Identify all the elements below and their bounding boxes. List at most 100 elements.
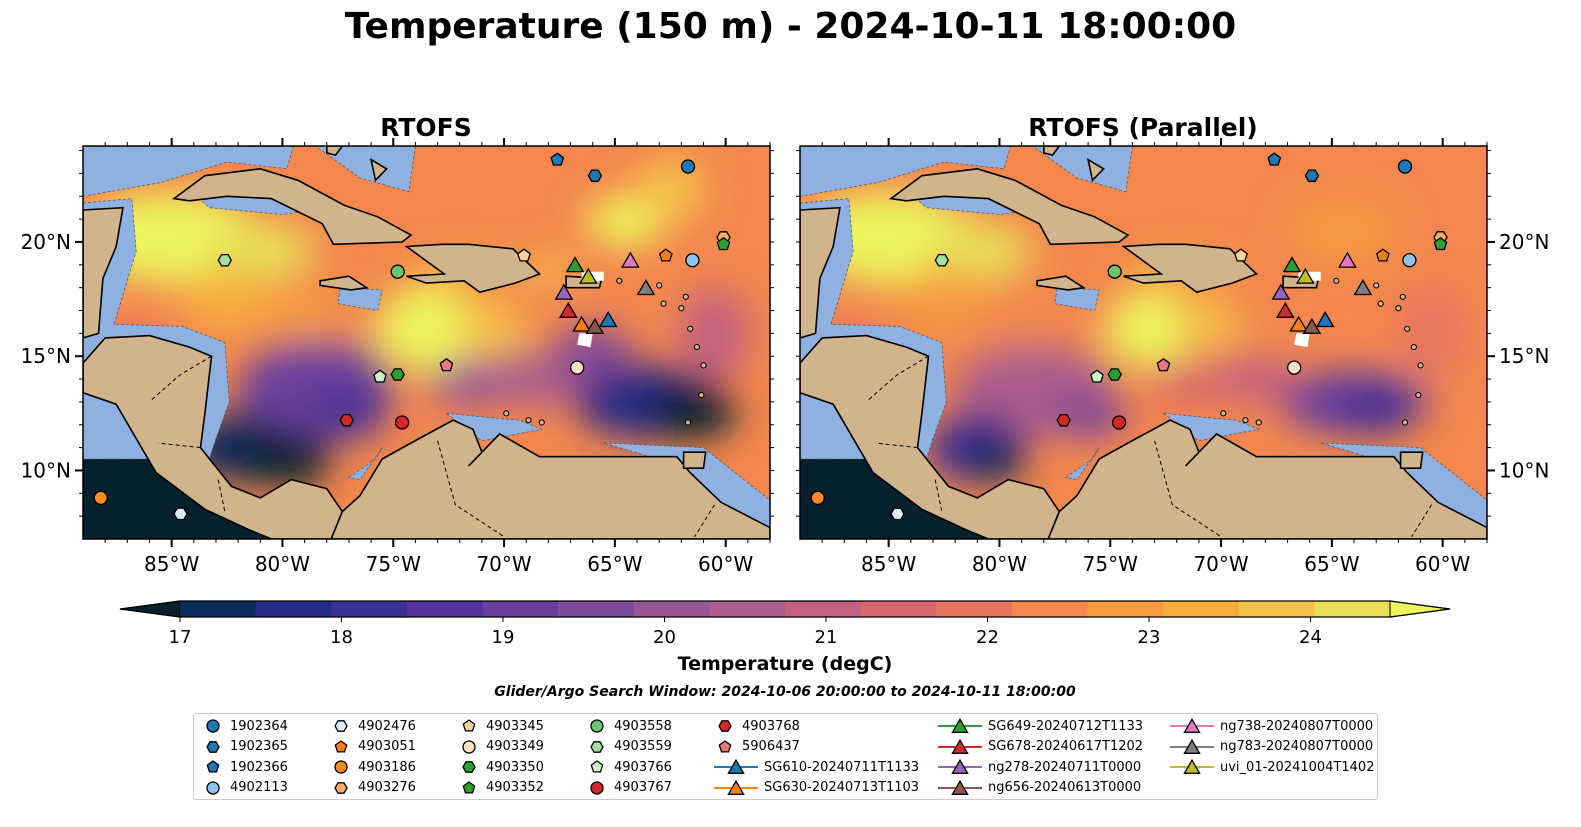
argo-float-marker xyxy=(1287,360,1302,375)
legend-item: 4903276 xyxy=(330,779,416,799)
legend-glider-icon xyxy=(727,758,745,774)
argo-float-marker xyxy=(1156,357,1171,372)
figure-title: Temperature (150 m) - 2024-10-11 18:00:0… xyxy=(344,6,1237,47)
lat-tick-label: 15°N xyxy=(1499,344,1549,368)
lon-tick-label: 60°W xyxy=(698,552,753,576)
legend-item: 4903051 xyxy=(330,738,416,758)
legend-marker-icon xyxy=(206,719,220,733)
legend-item: 4903352 xyxy=(458,779,544,799)
lat-tick-label: 15°N xyxy=(21,344,71,368)
colorbar-bin xyxy=(180,601,257,617)
map-axes-right: 85°W 80°W 75°W 70°W 65°W 60°W 20°N 15°N 10°N xyxy=(796,138,1549,576)
legend-marker-icon xyxy=(1170,758,1214,774)
legend-float-icon xyxy=(462,739,476,754)
legend-marker-icon xyxy=(206,760,220,773)
legend-float-icon xyxy=(590,719,604,733)
legend-marker-icon xyxy=(718,720,732,732)
legend-item-label: 1902364 xyxy=(230,718,288,734)
colorbar-tick-label: 23 xyxy=(1138,627,1161,648)
legend-item-label: 4902476 xyxy=(358,718,416,734)
lat-tick-label: 20°N xyxy=(1499,230,1549,254)
legend-glider-icon xyxy=(951,779,969,795)
colorbar-bin xyxy=(558,601,635,617)
argo-float-marker xyxy=(570,360,585,375)
lon-tick-label: 65°W xyxy=(587,552,642,576)
legend-glider-icon xyxy=(1183,758,1201,774)
lon-tick-label: 70°W xyxy=(1193,552,1248,576)
legend-marker-icon xyxy=(938,758,982,774)
argo-float-marker xyxy=(658,248,673,262)
legend-item-label: SG678-20240617T1202 xyxy=(988,739,1144,754)
map-panel-rtofs xyxy=(83,146,770,539)
argo-float-marker xyxy=(390,264,405,279)
lat-tick-label: 10°N xyxy=(1499,458,1549,482)
legend-item: 1902364 xyxy=(202,717,288,737)
argo-float-marker xyxy=(1433,237,1448,251)
legend-item: 5906437 xyxy=(714,738,800,758)
legend-item: ng656-20240613T0000 xyxy=(938,779,1141,799)
glider-marker xyxy=(558,301,578,318)
legend-marker-icon xyxy=(938,738,982,754)
legend-item: 1902366 xyxy=(202,758,288,778)
argo-float-marker xyxy=(587,169,603,182)
argo-float-marker xyxy=(1304,169,1320,182)
legend-float-icon xyxy=(462,719,476,732)
observation-markers-right xyxy=(810,152,1448,521)
legend-glider-icon xyxy=(951,758,969,774)
glider-marker xyxy=(621,251,640,268)
legend-marker-icon xyxy=(590,780,604,795)
colorbar: 17 18 19 20 21 22 23 24 xyxy=(119,600,1451,648)
legend-marker-icon xyxy=(590,740,604,753)
colorbar-bin xyxy=(936,601,1013,617)
argo-float-marker xyxy=(373,369,387,383)
legend-float-icon xyxy=(334,739,348,753)
legend-item: 4903559 xyxy=(586,738,672,758)
legend-item: 4903767 xyxy=(586,779,672,799)
legend-item-label: 4903276 xyxy=(358,780,416,795)
legend-marker-icon xyxy=(334,739,348,753)
argo-float-marker xyxy=(173,507,188,521)
lon-tick-label: 85°W xyxy=(144,552,199,576)
colorbar-bin xyxy=(331,601,408,617)
legend-marker-icon xyxy=(206,740,220,753)
lon-tick-label: 80°W xyxy=(972,552,1027,576)
legend-item: 4903766 xyxy=(586,758,672,778)
argo-float-marker xyxy=(810,490,825,506)
legend-item: SG649-20240712T1133 xyxy=(938,717,1143,737)
colorbar-bin xyxy=(1314,601,1391,617)
lon-tick-label: 65°W xyxy=(1304,552,1359,576)
legend-item-label: 4902113 xyxy=(230,780,288,795)
map-figure: 85°W 80°W 75°W 70°W 65°W 60°W 20°N 15°N 10°N 85°… xyxy=(21,138,1549,576)
argo-float-marker xyxy=(1056,413,1071,427)
colorbar-bin xyxy=(1238,601,1315,617)
legend-item-label: 4903349 xyxy=(486,739,544,754)
argo-float-marker xyxy=(1267,152,1282,166)
legend-item-label: ng656-20240613T0000 xyxy=(988,780,1142,795)
legend-item: ng738-20240807T0000 xyxy=(1170,717,1373,737)
lon-tick-label: 80°W xyxy=(255,552,310,576)
legend-item-label: 4903559 xyxy=(614,739,672,754)
argo-float-marker xyxy=(439,357,454,372)
colorbar-bin xyxy=(633,601,710,617)
colorbar-extend-high xyxy=(1389,600,1451,618)
legend-float-icon xyxy=(334,781,348,794)
argo-float-marker xyxy=(1375,248,1390,262)
argo-float-marker xyxy=(890,507,905,521)
argo-float-marker xyxy=(390,368,405,381)
glider-marker xyxy=(598,311,618,328)
legend-glider-icon xyxy=(727,779,745,795)
legend-item: SG630-20240713T1103 xyxy=(714,779,919,799)
argo-float-marker xyxy=(1107,264,1122,279)
legend-item-label: 4903186 xyxy=(358,759,416,775)
legend-marker-icon xyxy=(462,780,476,794)
legend-item: 4903349 xyxy=(458,738,544,758)
legend-item-label: 4903345 xyxy=(486,718,544,734)
glider-marker xyxy=(585,317,605,334)
legend-item: 4903345 xyxy=(458,717,544,737)
legend-float-icon xyxy=(206,740,220,753)
legend-item-label: SG610-20240711T1133 xyxy=(764,759,920,775)
argo-float-marker xyxy=(1397,159,1413,174)
argo-float-marker xyxy=(1234,248,1248,262)
colorbar-bin xyxy=(1087,601,1164,617)
glider-marker xyxy=(636,279,656,296)
